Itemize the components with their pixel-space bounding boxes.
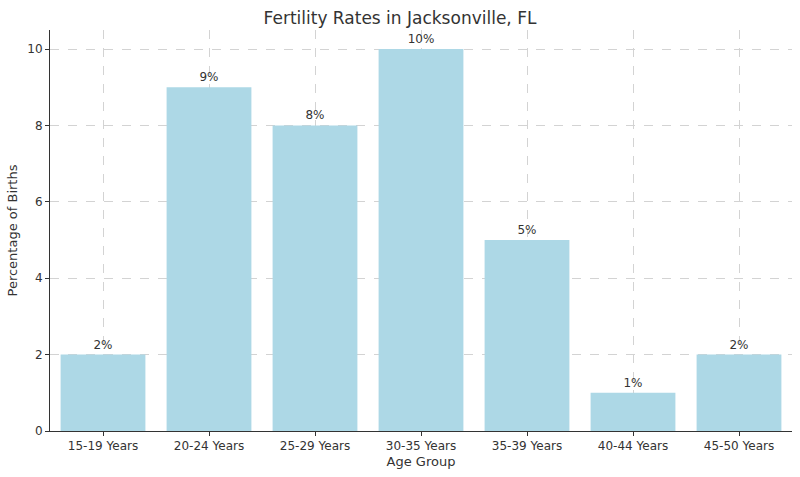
svg-text:2%: 2%: [93, 338, 112, 352]
svg-text:40-44 Years: 40-44 Years: [598, 439, 668, 453]
svg-text:45-50 Years: 45-50 Years: [704, 439, 774, 453]
svg-text:Percentage of Births: Percentage of Births: [5, 164, 20, 296]
svg-text:10%: 10%: [408, 32, 435, 46]
svg-text:1%: 1%: [623, 376, 642, 390]
svg-text:35-39 Years: 35-39 Years: [492, 439, 562, 453]
svg-text:5%: 5%: [517, 223, 536, 237]
svg-text:0: 0: [35, 424, 43, 438]
svg-text:2%: 2%: [729, 338, 748, 352]
svg-text:9%: 9%: [199, 70, 218, 84]
svg-text:8: 8: [35, 119, 43, 133]
svg-text:8%: 8%: [305, 108, 324, 122]
svg-text:25-29 Years: 25-29 Years: [280, 439, 350, 453]
svg-text:4: 4: [35, 271, 43, 285]
svg-text:2: 2: [35, 348, 43, 362]
svg-text:Age Group: Age Group: [387, 454, 456, 469]
svg-text:15-19 Years: 15-19 Years: [68, 439, 138, 453]
svg-text:6: 6: [35, 195, 43, 209]
svg-text:30-35 Years: 30-35 Years: [386, 439, 456, 453]
svg-text:20-24 Years: 20-24 Years: [174, 439, 244, 453]
svg-text:Fertility Rates in Jacksonvill: Fertility Rates in Jacksonville, FL: [264, 8, 537, 28]
svg-text:10: 10: [27, 42, 42, 56]
